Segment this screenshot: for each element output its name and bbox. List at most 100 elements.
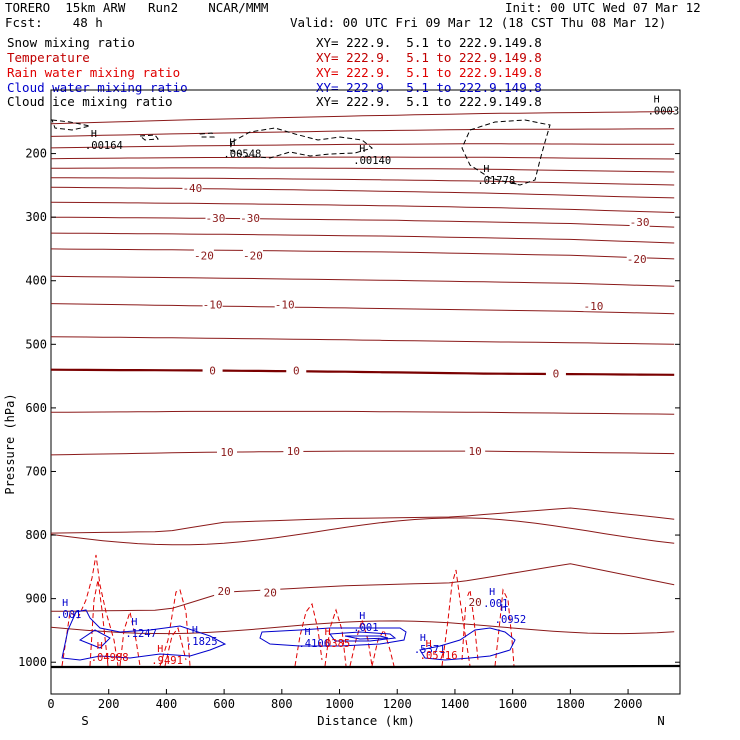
extremum-marker: H — [304, 627, 310, 638]
extremum-value: .05716 — [420, 650, 458, 662]
rain-contour — [324, 608, 347, 667]
isotherm-label: -20 — [243, 249, 263, 262]
legend-cloud-ice-xy: XY= 222.9. 5.1 to 222.9.149.8 — [316, 94, 542, 109]
extremum-marker: H — [359, 611, 365, 622]
extremum-marker: H — [501, 603, 507, 614]
isotherm-label: 20 — [469, 596, 482, 609]
isotherm-label: 10 — [220, 446, 233, 459]
y-tick-label: 200 — [25, 147, 47, 161]
label-mask — [465, 445, 486, 457]
legend-temperature-xy: XY= 222.9. 5.1 to 222.9.149.8 — [316, 50, 542, 65]
isotherm-label: -20 — [194, 249, 214, 262]
extremum-marker: H — [420, 633, 426, 644]
extremum-marker: H — [157, 644, 163, 655]
extremum-value: .00164 — [85, 140, 123, 152]
extremum-value: .00548 — [223, 148, 261, 160]
isotherm — [50, 368, 675, 376]
extremum-value: .01778 — [477, 175, 515, 187]
cloud-water-contours — [61, 609, 516, 661]
label-mask — [217, 445, 238, 457]
x-tick-label: 1000 — [325, 697, 354, 711]
x-tick-label: 1600 — [498, 697, 527, 711]
isotherm-label: 0 — [293, 364, 300, 377]
legend-temperature-name: Temperature — [7, 50, 90, 65]
rain-contour — [441, 569, 471, 667]
label-mask — [583, 300, 604, 312]
isotherm-label: -30 — [630, 216, 650, 229]
label-mask — [626, 253, 647, 265]
ice-contour — [511, 181, 519, 186]
legend-rain-name: Rain water mixing ratio — [7, 65, 181, 80]
isotherm — [50, 216, 675, 228]
extremum-marker: H — [62, 598, 68, 609]
label-mask — [193, 249, 214, 261]
rain-contour — [61, 554, 119, 667]
extremum-value: .0385 — [319, 638, 351, 650]
extremum-marker: H — [97, 641, 103, 652]
x-tick-label: 1400 — [440, 697, 469, 711]
endpoint-right-label: N — [657, 713, 665, 728]
isotherm — [50, 111, 675, 125]
x-axis-label: Distance (km) — [317, 713, 415, 728]
x-tick-label: 1800 — [556, 697, 585, 711]
extremum-marker: H — [131, 617, 137, 628]
ground-line — [51, 664, 681, 669]
isotherm-label: 10 — [469, 445, 482, 458]
x-tick-label: 600 — [213, 697, 235, 711]
label-mask — [545, 367, 566, 379]
isotherm-label: 20 — [264, 586, 277, 599]
isotherm — [50, 128, 675, 137]
rain-contours — [61, 554, 515, 667]
rain-contour — [349, 618, 373, 667]
extremum-value: .0952 — [495, 614, 527, 626]
axes: 0 200 400 600 800 1000 1200 1400 1600 1800 2000200… — [18, 147, 680, 711]
ice-contour — [461, 119, 551, 186]
isotherm-label: 0 — [209, 364, 216, 377]
extremum-value: .001 — [56, 609, 81, 621]
rain-contour — [164, 626, 187, 667]
isotherm-label: -30 — [240, 212, 260, 225]
legend-cloud-ice-name: Cloud ice mixing ratio — [7, 94, 173, 109]
ice-contour — [51, 119, 91, 131]
init-time: Init: 00 UTC Wed 07 Mar 12 — [505, 0, 701, 15]
label-mask — [629, 216, 650, 228]
cloud-water-contour — [78, 629, 111, 649]
extremum-value: .00140 — [353, 155, 391, 167]
extremum-marker: H — [359, 144, 365, 155]
extremum-value: .001 — [353, 622, 378, 634]
forecast-hour: Fcst: 48 h — [5, 15, 103, 30]
rain-contour — [89, 579, 109, 667]
isotherm — [50, 275, 675, 287]
isotherm-label: 10 — [287, 445, 300, 458]
model-title: TORERO 15km ARW Run2 NCAR/MMM — [5, 0, 269, 15]
isotherm — [50, 248, 675, 260]
label-mask — [205, 211, 226, 223]
label-mask — [240, 211, 261, 223]
label-mask — [242, 249, 263, 261]
ice-contour — [229, 127, 374, 159]
legend-cloud-water-xy: XY= 222.9. 5.1 to 222.9.149.8 — [316, 80, 542, 95]
extremum-value: .0003 — [648, 105, 680, 117]
ice-contours — [51, 119, 551, 186]
legend-snow-name: Snow mixing ratio — [7, 35, 135, 50]
label-mask — [202, 364, 223, 376]
extremum-marker: H — [426, 639, 432, 650]
isotherm-label: -10 — [584, 300, 604, 313]
y-tick-label: 700 — [25, 464, 47, 478]
label-mask — [286, 364, 307, 376]
extremum-value: .1825 — [186, 636, 218, 648]
label-mask — [283, 445, 304, 457]
label-mask — [260, 586, 281, 598]
y-axis-label: Pressure (hPa) — [3, 393, 17, 494]
isotherm — [50, 517, 675, 546]
isotherm-layer — [50, 111, 675, 635]
rain-contour — [461, 588, 479, 661]
isotherm — [50, 232, 675, 244]
extremum-marker: H — [654, 94, 660, 105]
isotherm — [50, 143, 675, 149]
ice-contour — [199, 132, 215, 138]
isotherm — [50, 450, 675, 456]
cloud-water-contour — [344, 635, 389, 640]
rain-contour — [119, 610, 141, 667]
